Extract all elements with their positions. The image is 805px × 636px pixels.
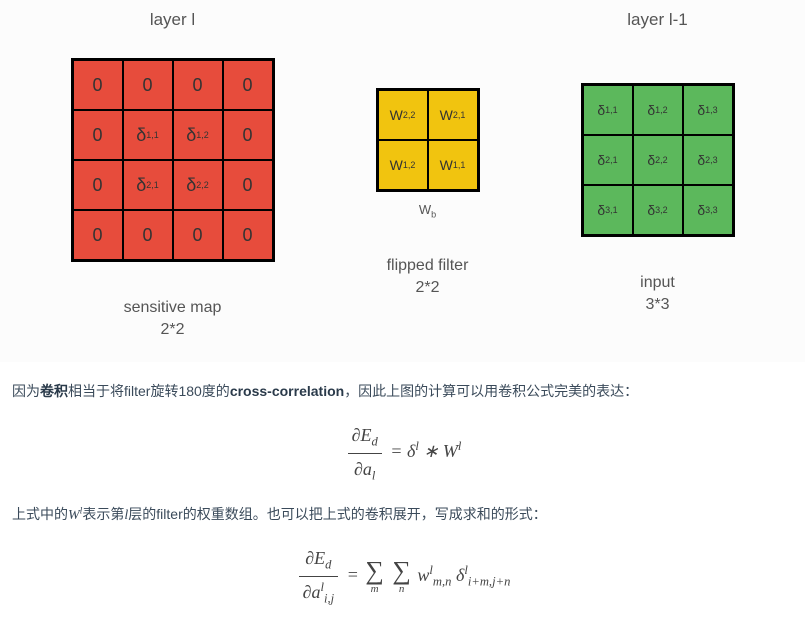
- p1-post: ，因此上图的计算可以用卷积公式完美的表达：: [344, 383, 638, 399]
- column-sensitive-map: layer l 00000δ1,1δ1,200δ2,1δ2,200000 sen…: [71, 10, 275, 342]
- column-flipped-filter: W2,2W2,1W1,2W1,1 Wb flipped filter 2*2: [376, 10, 480, 299]
- caption-line1: sensitive map: [124, 299, 222, 316]
- formula-1: ∂Ed ∂al = δl ∗ Wl: [12, 420, 793, 487]
- layer-l-1-label: layer l-1: [627, 10, 687, 30]
- input-grid: δ1,1δ1,2δ1,3 δ2,1δ2,2δ2,3 δ3,1δ3,2δ3,3: [581, 83, 735, 237]
- p2-mid1: 表示第: [82, 506, 124, 522]
- grid-cell: δ2,2: [173, 160, 223, 210]
- caption-line2: 2*2: [160, 321, 184, 338]
- input-caption: input 3*3: [640, 272, 675, 317]
- formula2-sum-n: ∑ n: [392, 558, 411, 595]
- p1-mid: 相当于将filter旋转180度的: [68, 383, 230, 399]
- caption-line2: 3*3: [645, 296, 669, 313]
- grid-cell: 0: [223, 110, 273, 160]
- grid-cell: δ1,1: [123, 110, 173, 160]
- grid-cell: W2,1: [428, 90, 478, 140]
- grid-cell: δ2,2: [633, 135, 683, 185]
- p2-math1: Wl: [68, 508, 82, 523]
- column-input: layer l-1 δ1,1δ1,2δ1,3δ2,1δ2,2δ2,3δ3,1δ3…: [581, 10, 735, 317]
- grid-cell: δ1,2: [633, 85, 683, 135]
- formula1-frac: ∂Ed ∂al: [348, 420, 382, 487]
- filter-caption: flipped filter 2*2: [387, 255, 469, 300]
- formula2-num: ∂Ed: [299, 543, 339, 577]
- paragraph-2: 上式中的Wl表示第l层的filter的权重数组。也可以把上式的卷积展开，写成求和…: [12, 503, 793, 528]
- grid-cell: δ1,1: [583, 85, 633, 135]
- layer-l-label: layer l: [150, 10, 195, 30]
- grid-cell: 0: [223, 160, 273, 210]
- grid-cell: δ3,2: [633, 185, 683, 235]
- grid-cell: δ2,1: [583, 135, 633, 185]
- formula-2: ∂Ed ∂ali,j = ∑ m ∑ n wlm,n δli+m,j+n: [12, 543, 793, 610]
- formula1-num: ∂Ed: [348, 420, 382, 454]
- grid-cell: 0: [73, 210, 123, 260]
- grid-cell: 0: [223, 60, 273, 110]
- grid-cell: δ2,3: [683, 135, 733, 185]
- formula2-den: ∂ali,j: [299, 577, 339, 610]
- paragraph-1: 因为卷积相当于将filter旋转180度的cross-correlation，因…: [12, 380, 793, 404]
- sum-m-sub: m: [365, 584, 384, 595]
- grid-cell: 0: [173, 210, 223, 260]
- caption-line1: input: [640, 274, 675, 291]
- caption-line2: 2*2: [415, 279, 439, 296]
- p1-bold2: cross-correlation: [230, 383, 344, 399]
- formula2-eq: =: [347, 565, 359, 585]
- filter-grid: W2,2W2,1W1,2W1,1: [376, 88, 480, 192]
- grid-cell: W2,2: [378, 90, 428, 140]
- grid-cell: δ2,1: [123, 160, 173, 210]
- sum-n-sub: n: [392, 584, 411, 595]
- grid-cell: δ1,2: [173, 110, 223, 160]
- formula2-rhs: wlm,n δli+m,j+n: [417, 565, 510, 585]
- formula1-rhs: = δl ∗ Wl: [390, 441, 461, 461]
- p2-pre: 上式中的: [12, 506, 68, 522]
- text-section: 因为卷积相当于将filter旋转180度的cross-correlation，因…: [0, 362, 805, 636]
- p2-mid2: 层的filter的权重数组。也可以把上式的卷积展开，写成求和的形式：: [128, 506, 546, 522]
- grid-cell: 0: [223, 210, 273, 260]
- formula2-frac: ∂Ed ∂ali,j: [299, 543, 339, 610]
- p1-pre: 因为: [12, 383, 40, 399]
- formula1-den: ∂al: [348, 454, 382, 487]
- grid-cell: W1,1: [428, 140, 478, 190]
- grid-cell: δ3,1: [583, 185, 633, 235]
- grid-cell: δ1,3: [683, 85, 733, 135]
- sensitive-map-caption: sensitive map 2*2: [124, 297, 222, 342]
- sensitive-map-grid: 00000δ1,1δ1,200δ2,1δ2,200000: [71, 58, 275, 262]
- grid-cell: 0: [123, 60, 173, 110]
- formula2-sum-m: ∑ m: [365, 558, 384, 595]
- grid-cell: 0: [73, 60, 123, 110]
- grid-cell: δ3,3: [683, 185, 733, 235]
- p1-bold1: 卷积: [40, 383, 68, 399]
- grid-cell: 0: [73, 160, 123, 210]
- diagram-area: layer l 00000δ1,1δ1,200δ2,1δ2,200000 sen…: [0, 0, 805, 362]
- grid-cell: W1,2: [378, 140, 428, 190]
- grid-cell: 0: [173, 60, 223, 110]
- grid-cell: 0: [123, 210, 173, 260]
- caption-line1: flipped filter: [387, 257, 469, 274]
- filter-wb-label: Wb: [419, 202, 436, 220]
- grid-cell: 0: [73, 110, 123, 160]
